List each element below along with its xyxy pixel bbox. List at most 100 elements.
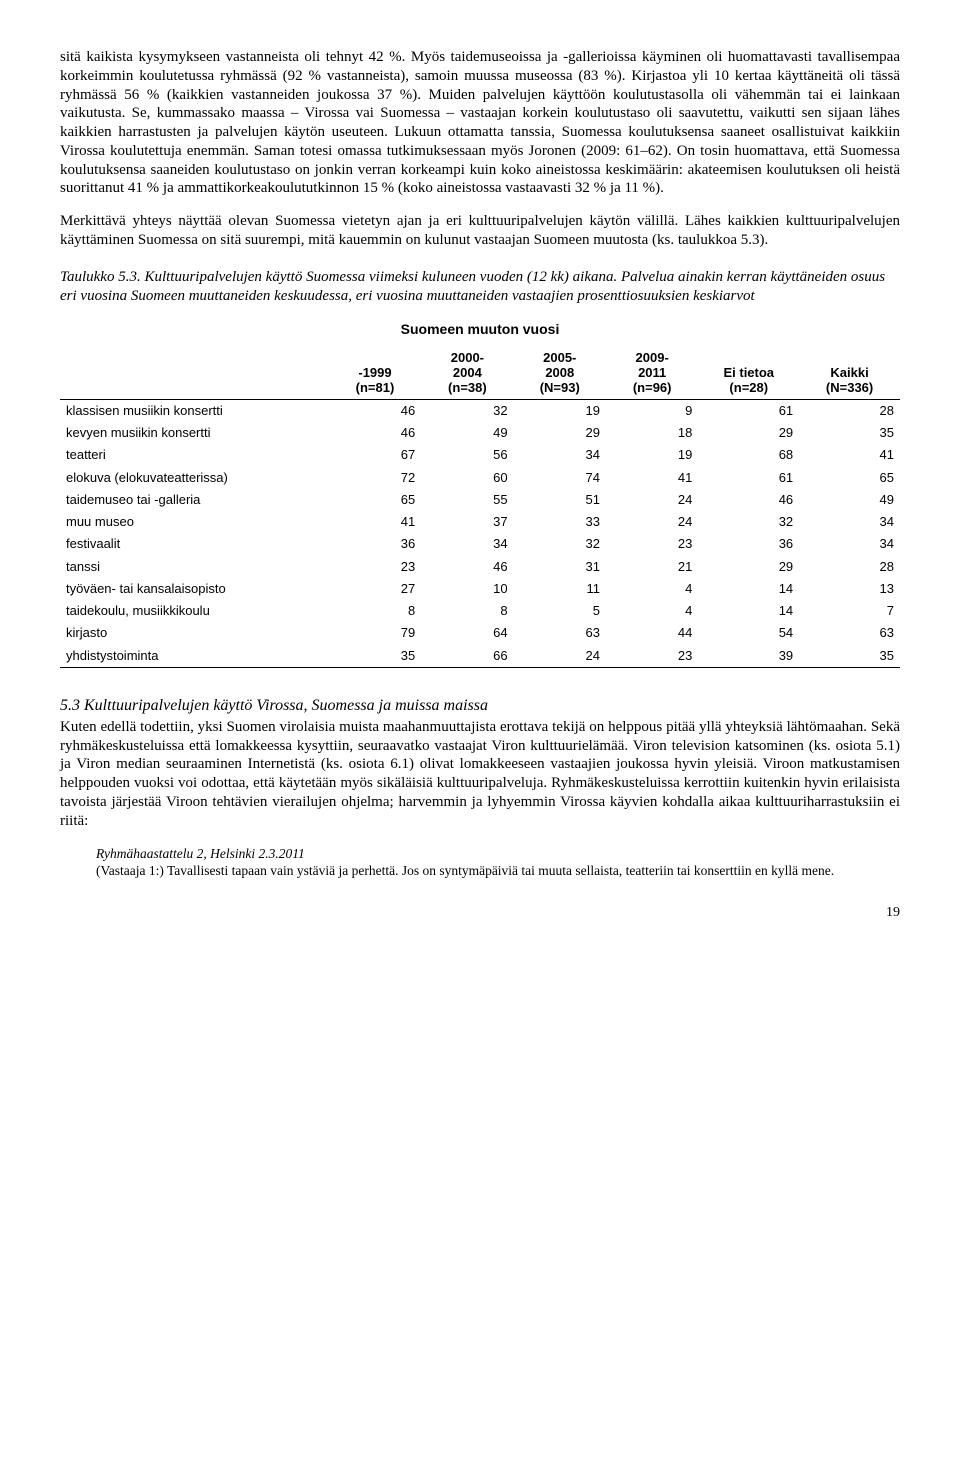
table-cell: 8 bbox=[421, 600, 513, 622]
quote-block: Ryhmähaastattelu 2, Helsinki 2.3.2011 (V… bbox=[96, 846, 900, 880]
table-cell: 35 bbox=[799, 422, 900, 444]
table-row: elokuva (elokuvateatterissa)726074416165 bbox=[60, 467, 900, 489]
table-cell: 60 bbox=[421, 467, 513, 489]
quote-text: (Vastaaja 1:) Tavallisesti tapaan vain y… bbox=[96, 863, 900, 880]
table-body: klassisen musiikin konsertti46321996128k… bbox=[60, 399, 900, 667]
row-label: kirjasto bbox=[60, 622, 329, 644]
table-cell: 28 bbox=[799, 399, 900, 422]
table-row: yhdistystoiminta356624233935 bbox=[60, 645, 900, 668]
table-cell: 37 bbox=[421, 511, 513, 533]
row-label: taidemuseo tai -galleria bbox=[60, 489, 329, 511]
page-number: 19 bbox=[60, 904, 900, 922]
table-cell: 32 bbox=[514, 533, 606, 555]
table-cell: 29 bbox=[514, 422, 606, 444]
table-cell: 51 bbox=[514, 489, 606, 511]
body-paragraph-2: Merkittävä yhteys näyttää olevan Suomess… bbox=[60, 212, 900, 250]
body-paragraph-1: sitä kaikista kysymykseen vastanneista o… bbox=[60, 48, 900, 198]
table-cell: 24 bbox=[606, 511, 698, 533]
row-label: teatteri bbox=[60, 444, 329, 466]
table-cell: 55 bbox=[421, 489, 513, 511]
table-cell: 56 bbox=[421, 444, 513, 466]
section-heading: 5.3 Kulttuuripalvelujen käyttö Virossa, … bbox=[60, 696, 900, 716]
table-cell: 4 bbox=[606, 600, 698, 622]
table-cell: 49 bbox=[799, 489, 900, 511]
table-cell: 67 bbox=[329, 444, 421, 466]
table-caption: Taulukko 5.3. Kulttuuripalvelujen käyttö… bbox=[60, 268, 900, 307]
table-row: työväen- tai kansalaisopisto27101141413 bbox=[60, 578, 900, 600]
table-column-header: Ei tietoa(n=28) bbox=[698, 348, 799, 399]
body-paragraph-3: Kuten edellä todettiin, yksi Suomen viro… bbox=[60, 718, 900, 831]
data-table: -1999(n=81)2000-2004(n=38)2005-2008(N=93… bbox=[60, 348, 900, 668]
table-cell: 35 bbox=[329, 645, 421, 668]
table-cell: 14 bbox=[698, 578, 799, 600]
table-cell: 66 bbox=[421, 645, 513, 668]
table-row: taidemuseo tai -galleria655551244649 bbox=[60, 489, 900, 511]
table-cell: 29 bbox=[698, 422, 799, 444]
table-cell: 24 bbox=[514, 645, 606, 668]
table-cell: 29 bbox=[698, 556, 799, 578]
table-column-header: -1999(n=81) bbox=[329, 348, 421, 399]
table-cell: 65 bbox=[329, 489, 421, 511]
table-cell: 9 bbox=[606, 399, 698, 422]
table-cell: 21 bbox=[606, 556, 698, 578]
table-cell: 46 bbox=[329, 399, 421, 422]
table-cell: 34 bbox=[799, 533, 900, 555]
table-cell: 63 bbox=[514, 622, 606, 644]
table-cell: 14 bbox=[698, 600, 799, 622]
table-cell: 13 bbox=[799, 578, 900, 600]
table-cell: 72 bbox=[329, 467, 421, 489]
table-cell: 61 bbox=[698, 399, 799, 422]
table-cell: 23 bbox=[606, 645, 698, 668]
table-cell: 36 bbox=[329, 533, 421, 555]
row-label: festivaalit bbox=[60, 533, 329, 555]
table-header-blank bbox=[60, 348, 329, 399]
table-cell: 32 bbox=[698, 511, 799, 533]
table-cell: 19 bbox=[514, 399, 606, 422]
table-cell: 39 bbox=[698, 645, 799, 668]
row-label: yhdistystoiminta bbox=[60, 645, 329, 668]
row-label: taidekoulu, musiikkikoulu bbox=[60, 600, 329, 622]
table-cell: 44 bbox=[606, 622, 698, 644]
table-supertitle: Suomeen muuton vuosi bbox=[60, 321, 900, 339]
row-label: työväen- tai kansalaisopisto bbox=[60, 578, 329, 600]
table-cell: 46 bbox=[698, 489, 799, 511]
table-cell: 7 bbox=[799, 600, 900, 622]
table-row: taidekoulu, musiikkikoulu8854147 bbox=[60, 600, 900, 622]
table-header: -1999(n=81)2000-2004(n=38)2005-2008(N=93… bbox=[60, 348, 900, 399]
table-cell: 46 bbox=[329, 422, 421, 444]
table-cell: 65 bbox=[799, 467, 900, 489]
table-cell: 33 bbox=[514, 511, 606, 533]
table-row: klassisen musiikin konsertti46321996128 bbox=[60, 399, 900, 422]
table-cell: 49 bbox=[421, 422, 513, 444]
table-cell: 10 bbox=[421, 578, 513, 600]
row-label: elokuva (elokuvateatterissa) bbox=[60, 467, 329, 489]
row-label: kevyen musiikin konsertti bbox=[60, 422, 329, 444]
table-cell: 19 bbox=[606, 444, 698, 466]
quote-source: Ryhmähaastattelu 2, Helsinki 2.3.2011 bbox=[96, 846, 900, 863]
table-cell: 63 bbox=[799, 622, 900, 644]
table-cell: 64 bbox=[421, 622, 513, 644]
table-cell: 31 bbox=[514, 556, 606, 578]
table-cell: 4 bbox=[606, 578, 698, 600]
table-cell: 68 bbox=[698, 444, 799, 466]
table-cell: 41 bbox=[329, 511, 421, 533]
table-cell: 54 bbox=[698, 622, 799, 644]
table-cell: 23 bbox=[329, 556, 421, 578]
table-column-header: Kaikki(N=336) bbox=[799, 348, 900, 399]
table-row: teatteri675634196841 bbox=[60, 444, 900, 466]
table-cell: 32 bbox=[421, 399, 513, 422]
row-label: klassisen musiikin konsertti bbox=[60, 399, 329, 422]
table-cell: 5 bbox=[514, 600, 606, 622]
table-row: tanssi234631212928 bbox=[60, 556, 900, 578]
table-cell: 61 bbox=[698, 467, 799, 489]
table-cell: 8 bbox=[329, 600, 421, 622]
table-cell: 27 bbox=[329, 578, 421, 600]
table-cell: 41 bbox=[799, 444, 900, 466]
table-cell: 34 bbox=[514, 444, 606, 466]
table-column-header: 2005-2008(N=93) bbox=[514, 348, 606, 399]
table-cell: 35 bbox=[799, 645, 900, 668]
table-cell: 46 bbox=[421, 556, 513, 578]
table-row: kirjasto796463445463 bbox=[60, 622, 900, 644]
table-cell: 41 bbox=[606, 467, 698, 489]
table-column-header: 2000-2004(n=38) bbox=[421, 348, 513, 399]
